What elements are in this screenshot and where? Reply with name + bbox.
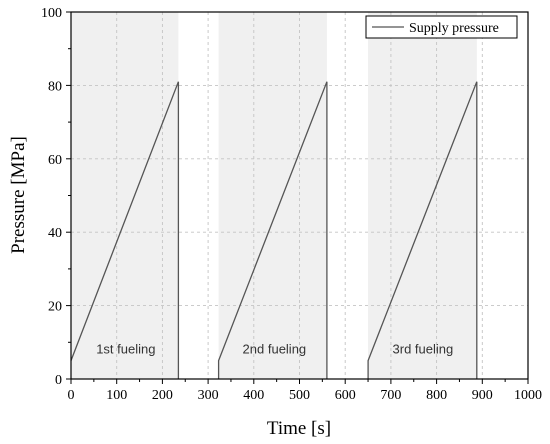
x-tick-label: 0 xyxy=(68,388,75,403)
y-tick-label: 20 xyxy=(48,300,62,315)
x-tick-label: 500 xyxy=(289,388,310,403)
x-tick-label: 900 xyxy=(472,388,493,403)
x-tick-label: 600 xyxy=(335,388,356,403)
x-tick-label: 300 xyxy=(198,388,219,403)
x-tick-label: 1000 xyxy=(514,388,542,403)
fueling-region-3 xyxy=(368,12,477,379)
fueling-region-1 xyxy=(71,12,179,379)
fueling-shading xyxy=(71,12,477,379)
x-tick-label: 200 xyxy=(152,388,173,403)
series-line-supply-pressure-segment-3 xyxy=(367,81,478,379)
x-tick-label: 400 xyxy=(243,388,264,403)
y-tick-label: 40 xyxy=(48,226,62,241)
grid xyxy=(71,12,528,379)
legend-box xyxy=(365,15,518,39)
y-tick-label: 60 xyxy=(48,153,62,168)
x-tick-label: 700 xyxy=(380,388,401,403)
x-axis-title: Time [s] xyxy=(267,418,331,439)
annotation-fueling-1: 1st fueling xyxy=(96,341,155,356)
fueling-region-2 xyxy=(218,12,327,379)
y-axis-title: Pressure [MPa] xyxy=(8,136,29,254)
annotations: 1st fueling 2nd fueling 3rd fueling xyxy=(96,341,453,356)
x-tick-label: 800 xyxy=(426,388,447,403)
legend: Supply pressure xyxy=(365,15,518,39)
y-tick-label: 80 xyxy=(48,79,62,94)
x-tick-label: 100 xyxy=(106,388,127,403)
y-tick-label: 0 xyxy=(55,373,62,388)
series-lines xyxy=(70,81,478,379)
ticks: 0 100 200 300 400 500 600 700 800 900 1000 0 20 40 60 8… xyxy=(41,6,542,403)
series-line-supply-pressure-segment-1 xyxy=(70,81,180,379)
y-tick-label: 100 xyxy=(41,6,62,21)
legend-label-supply-pressure: Supply pressure xyxy=(409,21,499,36)
annotation-fueling-2: 2nd fueling xyxy=(243,341,307,356)
annotation-fueling-3: 3rd fueling xyxy=(393,341,454,356)
series-line-supply-pressure-segment-2 xyxy=(217,81,328,379)
